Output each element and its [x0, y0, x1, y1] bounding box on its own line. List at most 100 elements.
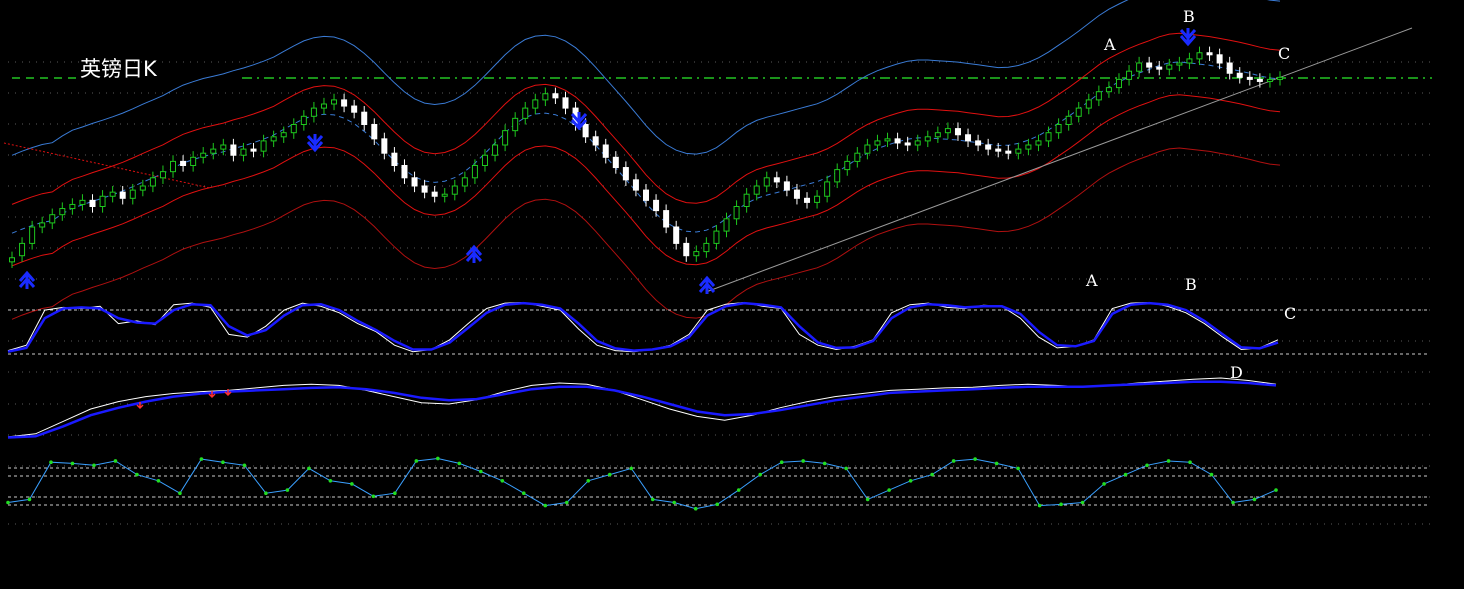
macd-panel [7, 377, 1277, 439]
rsi-point [414, 459, 419, 463]
wave-label-main-B: B [1183, 7, 1195, 26]
rsi-point [1123, 472, 1128, 477]
candle-body [280, 132, 287, 138]
candle-body [129, 189, 136, 199]
rsi-point [715, 502, 720, 507]
candle-body [985, 144, 992, 150]
rsi-panel [6, 456, 1430, 511]
candle-body [632, 179, 639, 191]
candle-body [934, 132, 941, 138]
rsi-point [70, 461, 75, 466]
candle-body [834, 169, 841, 183]
candle-body [884, 138, 891, 142]
upper-envelope [11, 0, 1281, 156]
candle-body [824, 181, 831, 197]
rsi-point [1252, 497, 1257, 502]
candle-body [310, 107, 317, 117]
rsi-point [650, 497, 655, 502]
candle-body [914, 140, 921, 146]
candle-body [743, 193, 750, 207]
candle-body [693, 251, 700, 257]
candle-body [492, 144, 499, 156]
candle-body [683, 242, 690, 257]
centre-line [11, 61, 1281, 234]
candle-body [1005, 150, 1012, 154]
candle-body [814, 195, 821, 203]
candle-body [300, 115, 307, 126]
rsi-point [887, 488, 891, 492]
candle-body [965, 134, 972, 142]
candle-body [622, 167, 629, 181]
candle-body [1136, 62, 1143, 72]
candle-body [1035, 140, 1042, 146]
candle-body [260, 140, 267, 152]
sell-arrow [570, 112, 588, 131]
sell-arrow [1179, 28, 1197, 47]
candle-body [1176, 62, 1183, 66]
candle-body [502, 130, 509, 146]
rsi-point [436, 456, 440, 461]
candle-body [230, 144, 237, 156]
candle-body [1256, 78, 1263, 82]
candle-body [954, 128, 961, 136]
rsi-point [1274, 488, 1278, 492]
candle-body [320, 103, 327, 109]
rsi-point [865, 497, 870, 502]
candle-body [793, 189, 800, 199]
candle-body [119, 191, 126, 199]
candle-body [602, 144, 609, 158]
rsi-point [629, 466, 634, 471]
rsi-point [457, 461, 462, 466]
rsi-point [844, 466, 848, 471]
candle-body [9, 257, 15, 263]
candle-body [401, 165, 408, 179]
candle-body [29, 226, 36, 244]
candle-body [250, 148, 257, 152]
rsi-point [1037, 503, 1042, 508]
rsi-point [1209, 472, 1214, 477]
candle-body [1105, 87, 1112, 93]
rsi-point [6, 500, 10, 505]
candle-body [1025, 144, 1032, 150]
candle-body [542, 93, 549, 101]
rsi-point [693, 506, 698, 511]
candle-body [975, 140, 982, 146]
signal-arrows [18, 28, 1197, 294]
candle-body [1126, 70, 1133, 80]
trendline [705, 27, 1413, 293]
candle-body [653, 199, 660, 212]
candle-body [290, 124, 297, 134]
rsi-point [135, 472, 139, 477]
grid [8, 61, 1430, 525]
wave-label-osc-A: A [1085, 271, 1098, 290]
candle-body [471, 165, 478, 179]
wave-label-main-C: C [1278, 44, 1290, 63]
candle-body [1186, 58, 1193, 64]
candle-body [149, 177, 156, 187]
candlesticks [9, 46, 1283, 268]
candle-body [612, 156, 619, 169]
candle-body [773, 177, 780, 183]
buy-arrow [698, 275, 716, 294]
candle-body [763, 177, 770, 187]
candle-body [270, 136, 277, 142]
candle-body [874, 140, 881, 146]
candle-body [532, 99, 539, 109]
candle-body [240, 148, 247, 156]
candle-body [361, 111, 368, 125]
wave-label-osc-C: C [1284, 304, 1296, 323]
candle-body [421, 185, 428, 193]
stochastic-panel [7, 301, 1430, 355]
candle-body [864, 144, 871, 154]
buy-arrow [18, 270, 36, 289]
rsi-point [264, 491, 268, 496]
rsi-point [1145, 463, 1149, 468]
candle-body [411, 177, 418, 187]
candle-body [854, 152, 861, 162]
candle-body [1246, 76, 1253, 80]
candle-body [180, 160, 187, 166]
candle-body [481, 154, 488, 166]
rsi-point [1166, 459, 1171, 463]
rsi-point [500, 479, 505, 483]
